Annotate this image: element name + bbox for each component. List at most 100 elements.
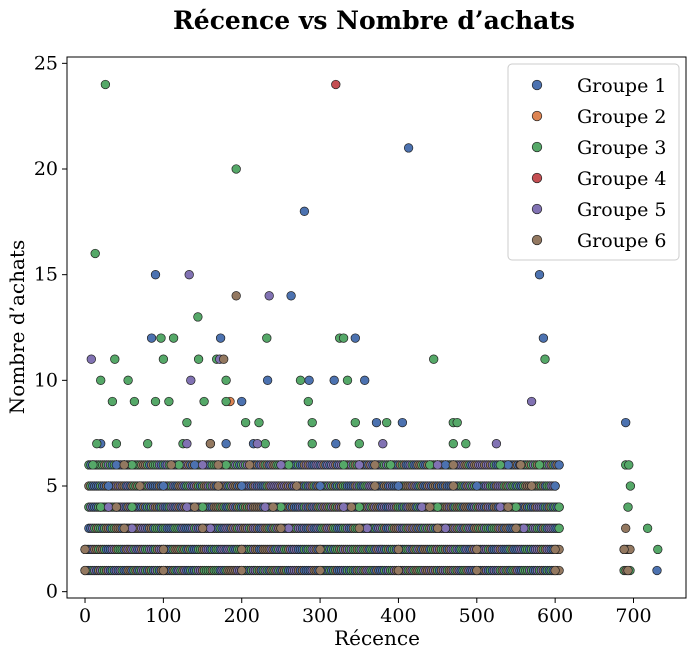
point-groupe-1 xyxy=(350,333,360,343)
y-tick-label: 15 xyxy=(34,264,58,286)
point-groupe-6 xyxy=(550,565,560,576)
point-groupe-3 xyxy=(338,333,349,343)
point-groupe-3 xyxy=(221,460,231,470)
point-groupe-3 xyxy=(96,375,106,385)
point-groupe-6 xyxy=(448,460,458,470)
point-groupe-3 xyxy=(554,523,564,533)
point-groupe-5 xyxy=(264,291,274,301)
point-groupe-3 xyxy=(452,417,462,428)
point-groupe-1 xyxy=(111,460,122,470)
point-groupe-3 xyxy=(123,375,133,385)
point-groupe-1 xyxy=(237,396,247,407)
x-tick-label: 600 xyxy=(537,605,573,627)
legend-marker xyxy=(531,79,543,91)
point-groupe-5 xyxy=(127,523,137,533)
x-tick-label: 500 xyxy=(459,605,495,627)
ticks-layer: 0 100 200 300 400 500 600 700 0 5 10 15 20 25 xyxy=(34,52,652,627)
legend-box xyxy=(507,63,680,261)
point-groupe-5 xyxy=(432,460,443,470)
point-groupe-6 xyxy=(213,481,223,491)
point-groupe-3 xyxy=(495,460,505,470)
point-groupe-1 xyxy=(329,375,339,385)
point-groupe-6 xyxy=(166,460,176,470)
point-groupe-1 xyxy=(150,270,161,280)
point-groupe-3 xyxy=(461,439,471,449)
point-groupe-3 xyxy=(342,375,353,385)
point-groupe-3 xyxy=(150,396,161,407)
y-tick-label: 0 xyxy=(46,581,58,603)
point-groupe-5 xyxy=(491,439,502,449)
legend-marker xyxy=(531,234,543,246)
point-groupe-1 xyxy=(534,270,545,280)
point-groupe-3 xyxy=(96,502,106,512)
point-groupe-6 xyxy=(354,523,364,533)
point-groupe-1 xyxy=(621,417,631,428)
point-groupe-6 xyxy=(550,544,560,555)
point-groupe-3 xyxy=(382,417,392,428)
point-groupe-3 xyxy=(276,502,286,512)
point-groupe-5 xyxy=(184,270,194,280)
point-groupe-3 xyxy=(642,523,653,533)
point-groupe-5 xyxy=(252,439,263,449)
point-groupe-6 xyxy=(425,502,435,512)
point-groupe-1 xyxy=(440,460,451,470)
legend-label: Groupe 3 xyxy=(577,137,666,159)
point-groupe-3 xyxy=(156,333,166,343)
point-groupe-3 xyxy=(110,354,120,364)
point-groupe-3 xyxy=(511,502,521,512)
point-groupe-1 xyxy=(360,375,370,385)
point-groupe-3 xyxy=(338,460,349,470)
y-tick-label: 5 xyxy=(46,475,58,497)
legend-label: Groupe 2 xyxy=(577,106,666,128)
point-groupe-6 xyxy=(80,565,90,576)
point-groupe-6 xyxy=(315,544,325,555)
point-groupe-3 xyxy=(624,460,634,470)
point-groupe-1 xyxy=(190,460,200,470)
point-groupe-3 xyxy=(127,502,137,512)
point-groupe-3 xyxy=(432,502,443,512)
point-groupe-5 xyxy=(260,502,270,512)
point-groupe-6 xyxy=(219,354,229,364)
point-groupe-6 xyxy=(393,565,404,576)
point-groupe-3 xyxy=(199,396,209,407)
x-tick-label: 300 xyxy=(302,605,338,627)
point-groupe-6 xyxy=(244,460,255,470)
point-groupe-5 xyxy=(276,460,286,470)
point-groupe-1 xyxy=(158,481,169,491)
point-groupe-3 xyxy=(254,417,264,428)
point-groupe-5 xyxy=(186,375,196,385)
point-groupe-5 xyxy=(284,523,294,533)
point-groupe-3 xyxy=(90,248,100,259)
point-groupe-6 xyxy=(276,523,286,533)
x-tick-label: 700 xyxy=(615,605,651,627)
point-groupe-6 xyxy=(623,565,633,576)
legend-label: Groupe 5 xyxy=(577,199,666,221)
point-groupe-1 xyxy=(221,439,231,449)
y-axis-label: Nombre d’achats xyxy=(5,240,29,414)
point-groupe-6 xyxy=(526,481,537,491)
point-groupe-3 xyxy=(231,164,241,174)
point-groupe-6 xyxy=(393,544,404,555)
point-groupe-3 xyxy=(260,439,270,449)
point-groupe-1 xyxy=(397,417,408,428)
point-groupe-1 xyxy=(286,291,296,301)
point-groupe-3 xyxy=(127,460,137,470)
point-groupe-6 xyxy=(205,439,216,449)
point-groupe-5 xyxy=(182,502,192,512)
point-groupe-3 xyxy=(350,417,360,428)
point-groupe-6 xyxy=(472,565,482,576)
point-groupe-3 xyxy=(143,439,153,449)
point-groupe-6 xyxy=(315,565,325,576)
point-groupe-6 xyxy=(231,291,241,301)
point-groupe-3 xyxy=(92,439,102,449)
point-groupe-6 xyxy=(370,460,380,470)
point-groupe-6 xyxy=(268,502,278,512)
point-groupe-3 xyxy=(429,354,439,364)
point-groupe-1 xyxy=(237,481,247,491)
point-groupe-3 xyxy=(100,79,111,90)
point-groupe-3 xyxy=(425,460,435,470)
point-groupe-6 xyxy=(619,544,629,555)
point-groupe-3 xyxy=(221,396,231,407)
point-groupe-3 xyxy=(284,460,294,470)
point-groupe-3 xyxy=(174,460,184,470)
